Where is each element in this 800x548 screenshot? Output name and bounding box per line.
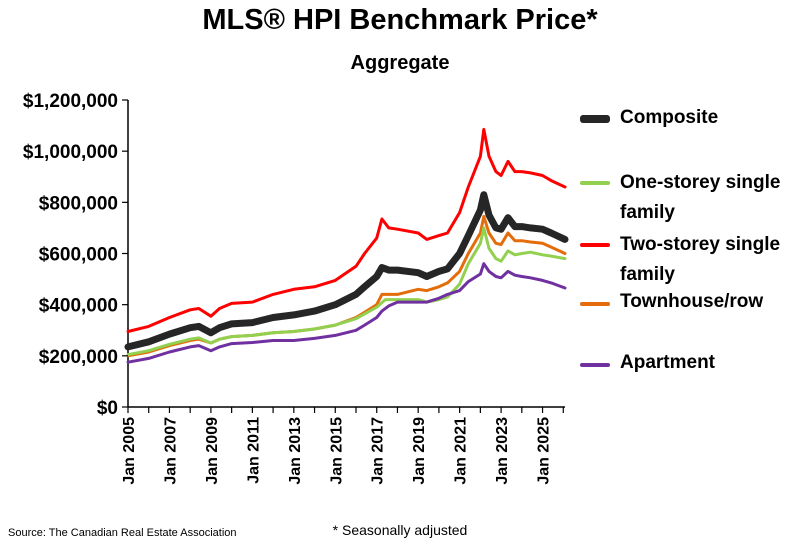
- y-tick-label: $800,000: [39, 193, 118, 214]
- chart-axes: [127, 100, 565, 408]
- x-tick-label: Jan 2009: [204, 417, 221, 485]
- y-tick-label: $200,000: [39, 347, 118, 368]
- legend-label-apartment: Apartment: [620, 352, 716, 373]
- legend-swatch-apartment: [580, 363, 610, 367]
- series-line-composite: [124, 191, 569, 351]
- legend-label-one-storey: One-storey single family: [620, 172, 781, 223]
- series-line-apartment: [126, 262, 567, 364]
- x-tick-labels: Jan 2005 Jan 2007 Jan 2009 Jan 2011 Jan 2013…: [121, 407, 564, 485]
- series-line-townhouse-row: [126, 214, 567, 358]
- y-tick-label: $600,000: [39, 245, 118, 266]
- y-tick-labels: $0 $200,000 $400,000 $600,000 $800,000 $1,000…: [23, 91, 128, 419]
- legend-swatch-townhouse: [580, 302, 610, 306]
- x-tick-label: Jan 2005: [121, 417, 138, 485]
- x-tick-label: Jan 2011: [245, 417, 262, 484]
- legend-swatch-two-storey: [580, 243, 610, 247]
- series-line-one-storey-single-family: [126, 226, 567, 357]
- legend-label-two-storey: Two-storey single family: [620, 234, 781, 285]
- y-tick-label: $0: [97, 398, 118, 419]
- chart-subtitle: Aggregate: [350, 52, 450, 74]
- legend-swatch-one-storey: [580, 181, 610, 185]
- source-note: Source: The Canadian Real Estate Associa…: [8, 527, 237, 539]
- x-tick-label: Jan 2019: [411, 417, 428, 485]
- x-tick-label: Jan 2023: [494, 417, 511, 485]
- x-tick-label: Jan 2021: [453, 417, 470, 485]
- legend-label-townhouse: Townhouse/row: [620, 291, 764, 312]
- x-tick-label: Jan 2025: [536, 417, 553, 485]
- y-tick-label: $400,000: [39, 296, 118, 317]
- chart-series: [124, 127, 569, 364]
- x-tick-label: Jan 2017: [370, 417, 387, 485]
- legend-swatch-composite: [580, 115, 610, 123]
- x-tick-label: Jan 2007: [162, 417, 179, 485]
- x-tick-label: Jan 2015: [328, 417, 345, 485]
- x-tick-label: Jan 2013: [287, 417, 304, 485]
- footnote: * Seasonally adjusted: [332, 522, 468, 538]
- y-tick-label: $1,000,000: [23, 142, 118, 163]
- series-line-two-storey-single-family: [126, 127, 567, 333]
- legend-label-composite: Composite: [620, 107, 719, 128]
- y-tick-label: $1,200,000: [23, 91, 118, 112]
- chart-title: MLS® HPI Benchmark Price*: [202, 4, 598, 36]
